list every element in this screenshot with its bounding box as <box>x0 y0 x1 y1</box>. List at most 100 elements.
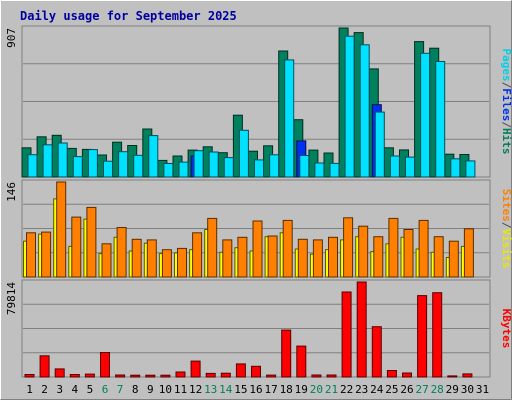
legend-entry: / <box>500 82 512 89</box>
day-label-23: 23 <box>355 383 368 396</box>
bar-kbytes-day-3 <box>54 368 65 378</box>
day-label-26: 26 <box>400 383 413 396</box>
day-label-8: 8 <box>132 383 139 396</box>
bar-sites-day-4 <box>71 216 82 278</box>
bar-pages-day-16 <box>254 159 264 178</box>
bar-kbytes-day-11 <box>175 371 186 378</box>
legend-middle: Sites/Visits <box>500 189 512 269</box>
bar-sites-day-5 <box>86 206 97 278</box>
bar-pages-day-26 <box>405 156 415 178</box>
bar-kbytes-day-25 <box>386 370 397 378</box>
bar-kbytes-day-19 <box>296 345 307 378</box>
day-label-1: 1 <box>26 383 33 396</box>
day-label-9: 9 <box>147 383 154 396</box>
bar-sites-day-9 <box>146 239 157 278</box>
bar-kbytes-day-13 <box>205 372 216 378</box>
day-label-18: 18 <box>280 383 293 396</box>
bar-sites-day-24 <box>373 236 384 278</box>
bar-sites-day-16 <box>252 220 263 278</box>
day-label-10: 10 <box>159 383 172 396</box>
day-label-3: 3 <box>56 383 63 396</box>
day-label-2: 2 <box>41 383 48 396</box>
bar-kbytes-day-18 <box>281 329 292 378</box>
bar-pages-day-18 <box>284 59 295 178</box>
day-label-4: 4 <box>71 383 78 396</box>
day-label-13: 13 <box>204 383 217 396</box>
y-max-label: 146 <box>5 182 18 202</box>
day-label-11: 11 <box>174 383 187 396</box>
day-label-14: 14 <box>219 383 233 396</box>
day-label-28: 28 <box>431 383 444 396</box>
day-label-6: 6 <box>102 383 109 396</box>
legend-entry: KBytes <box>500 309 512 349</box>
y-max-label: 79814 <box>5 282 18 315</box>
bar-kbytes-day-16 <box>251 365 261 378</box>
bar-sites-day-3 <box>56 181 67 278</box>
bar-sites-day-6 <box>101 243 112 278</box>
chart-title: Daily usage for September 2025 <box>20 9 237 23</box>
bar-sites-day-21 <box>328 236 338 278</box>
day-label-15: 15 <box>234 383 247 396</box>
bar-pages-day-22 <box>344 35 355 178</box>
bar-sites-day-25 <box>388 217 399 278</box>
bar-sites-day-11 <box>177 247 187 278</box>
bar-sites-day-29 <box>448 240 459 278</box>
bar-pages-day-27 <box>420 52 431 178</box>
day-label-29: 29 <box>446 383 459 396</box>
bar-kbytes-day-20 <box>311 374 322 378</box>
bar-sites-day-27 <box>418 219 429 278</box>
bar-kbytes-day-5 <box>84 373 95 378</box>
bar-pages-day-30 <box>465 160 476 178</box>
bar-sites-day-20 <box>312 239 323 278</box>
bar-pages-day-13 <box>208 151 219 178</box>
bar-sites-day-2 <box>41 231 52 278</box>
bar-sites-day-28 <box>433 236 444 278</box>
bar-kbytes-day-14 <box>220 372 231 378</box>
legend-entry: Sites <box>500 189 512 222</box>
bar-kbytes-day-23 <box>356 281 367 378</box>
bar-sites-day-23 <box>358 225 369 278</box>
bar-kbytes-day-2 <box>39 355 50 378</box>
bar-kbytes-day-27 <box>417 295 428 378</box>
bar-kbytes-day-15 <box>235 363 246 378</box>
bar-kbytes-day-7 <box>115 374 126 378</box>
day-label-5: 5 <box>87 383 94 396</box>
legend-entry: Hits <box>500 128 512 155</box>
legend-entry: Pages <box>500 49 512 82</box>
bar-sites-day-15 <box>237 236 248 278</box>
bar-sites-day-26 <box>403 229 414 278</box>
bar-sites-day-14 <box>222 239 233 278</box>
bar-kbytes-day-1 <box>24 374 35 378</box>
day-label-21: 21 <box>325 383 338 396</box>
bar-pages-day-2 <box>42 144 53 178</box>
bar-pages-day-11 <box>178 161 189 178</box>
bar-sites-day-7 <box>116 227 127 278</box>
day-label-17: 17 <box>264 383 277 396</box>
legend-top: Pages/Files/Hits <box>500 49 512 155</box>
day-label-20: 20 <box>310 383 323 396</box>
bar-pages-day-5 <box>87 149 98 178</box>
bar-pages-day-17 <box>269 154 280 178</box>
day-label-16: 16 <box>249 383 262 396</box>
bar-pages-day-6 <box>103 160 113 178</box>
bar-pages-day-14 <box>223 157 234 178</box>
bar-kbytes-day-17 <box>266 374 277 378</box>
bar-kbytes-day-8 <box>130 374 141 378</box>
bar-kbytes-day-4 <box>69 374 80 378</box>
bar-pages-day-10 <box>163 163 174 178</box>
bar-pages-day-20 <box>314 162 325 178</box>
bar-kbytes-day-22 <box>341 291 352 378</box>
bar-kbytes-day-6 <box>100 352 110 378</box>
bar-sites-day-18 <box>282 219 293 278</box>
legend-entry: Files <box>500 88 512 121</box>
bar-sites-day-8 <box>131 238 142 278</box>
bar-pages-day-19 <box>299 155 310 178</box>
bar-kbytes-day-12 <box>190 360 201 378</box>
bar-sites-day-22 <box>343 217 354 278</box>
day-label-25: 25 <box>385 383 398 396</box>
day-label-19: 19 <box>295 383 308 396</box>
bar-kbytes-day-29 <box>447 375 458 378</box>
